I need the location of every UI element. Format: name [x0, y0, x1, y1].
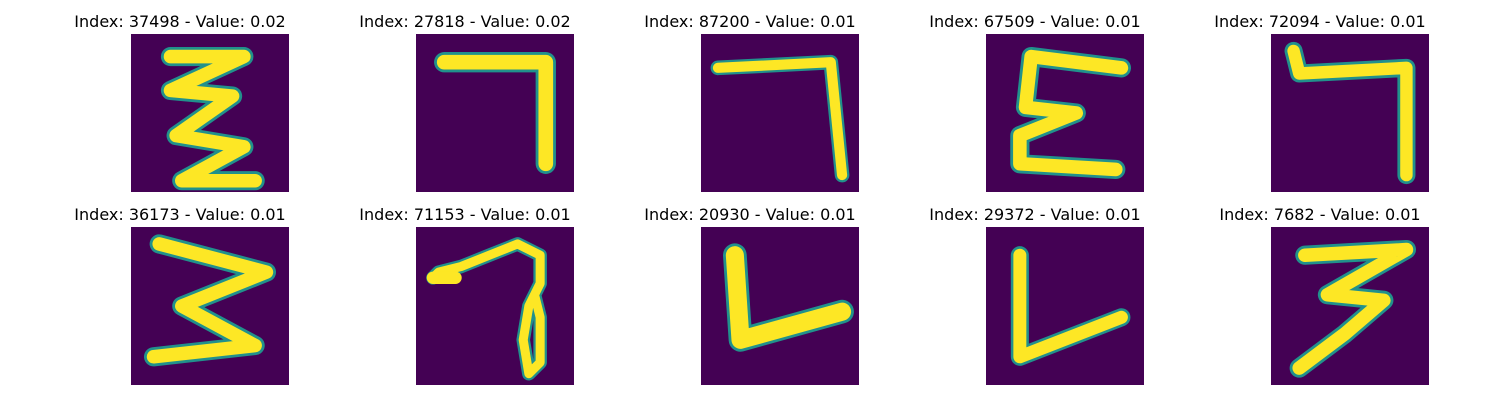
panel-7: Index: 71153 - Value: 0.01: [315, 193, 615, 385]
digit-image: [1271, 227, 1429, 385]
digit-stroke-svg: [986, 227, 1144, 385]
panel-6: Index: 36173 - Value: 0.01: [30, 193, 330, 385]
panel-4: Index: 67509 - Value: 0.01: [885, 0, 1185, 192]
digit-stroke-svg: [986, 34, 1144, 192]
panel-5: Index: 72094 - Value: 0.01: [1170, 0, 1470, 192]
digit-stroke-svg: [131, 227, 289, 385]
panel-title: Index: 67509 - Value: 0.01: [929, 12, 1141, 31]
panel-8: Index: 20930 - Value: 0.01: [600, 193, 900, 385]
digit-stroke-svg: [701, 34, 859, 192]
panel-title: Index: 29372 - Value: 0.01: [929, 205, 1141, 224]
panel-9: Index: 29372 - Value: 0.01: [885, 193, 1185, 385]
panel-title: Index: 7682 - Value: 0.01: [1219, 205, 1421, 224]
panel-title: Index: 27818 - Value: 0.02: [359, 12, 571, 31]
digit-stroke-svg: [416, 34, 574, 192]
panel-2: Index: 27818 - Value: 0.02: [315, 0, 615, 192]
digit-stroke-svg: [416, 227, 574, 385]
panel-title: Index: 87200 - Value: 0.01: [644, 12, 856, 31]
panel-title: Index: 20930 - Value: 0.01: [644, 205, 856, 224]
panel-title: Index: 71153 - Value: 0.01: [359, 205, 571, 224]
digit-image: [1271, 34, 1429, 192]
panel-title: Index: 37498 - Value: 0.02: [74, 12, 286, 31]
digit-image: [416, 227, 574, 385]
panel-title: Index: 72094 - Value: 0.01: [1214, 12, 1426, 31]
digit-stroke-svg: [1271, 34, 1429, 192]
digit-image: [986, 34, 1144, 192]
digit-stroke-svg: [131, 34, 289, 192]
panel-title: Index: 36173 - Value: 0.01: [74, 205, 286, 224]
panel-3: Index: 87200 - Value: 0.01: [600, 0, 900, 192]
digit-image: [131, 227, 289, 385]
panel-10: Index: 7682 - Value: 0.01: [1170, 193, 1470, 385]
digit-image: [701, 34, 859, 192]
digit-stroke-svg: [1271, 227, 1429, 385]
digit-image: [986, 227, 1144, 385]
digit-image: [131, 34, 289, 192]
digit-image: [701, 227, 859, 385]
digit-stroke-svg: [701, 227, 859, 385]
digit-image: [416, 34, 574, 192]
panel-1: Index: 37498 - Value: 0.02: [30, 0, 330, 192]
